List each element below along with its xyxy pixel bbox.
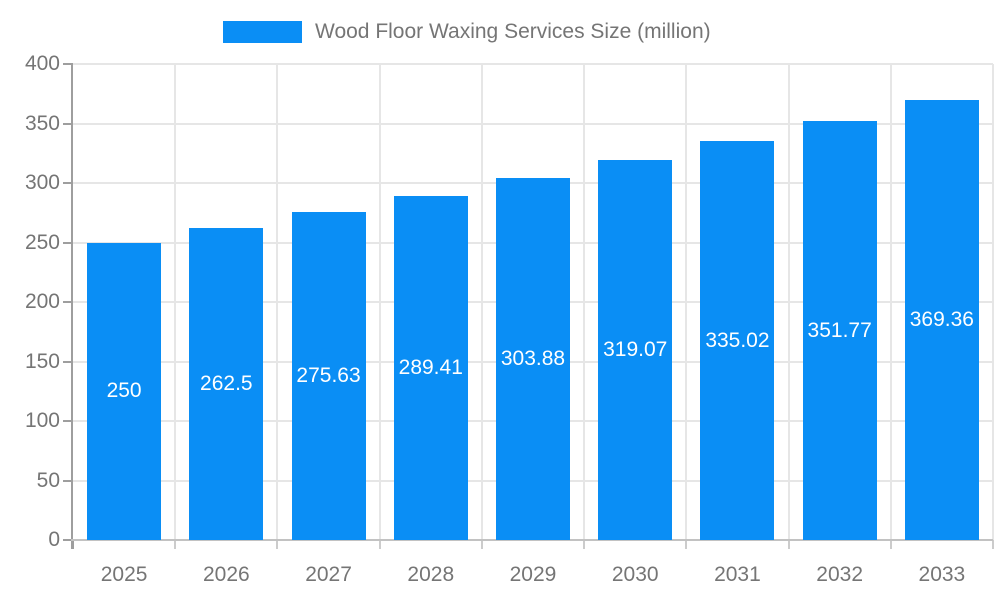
bar xyxy=(700,141,775,540)
bar-value-label: 275.63 xyxy=(296,364,361,387)
bar xyxy=(189,227,264,540)
y-tick-label: 100 xyxy=(24,409,60,432)
bar-value-label: 319.07 xyxy=(603,338,668,362)
bar-value-label: 335.02 xyxy=(705,328,770,352)
bar xyxy=(598,160,673,540)
h-gridline xyxy=(73,63,993,65)
x-tick-label: 2031 xyxy=(714,563,761,586)
x-tick-label: 2029 xyxy=(509,563,557,586)
y-tick-mark xyxy=(63,241,73,244)
x-tick-label: 2030 xyxy=(611,563,659,586)
bar xyxy=(393,195,468,540)
y-tick-mark xyxy=(63,301,73,303)
y-tick-label: 0 xyxy=(48,528,60,551)
x-tick-mark xyxy=(276,540,279,549)
y-tick-label: 150 xyxy=(24,349,60,373)
bar-value-label: 289.41 xyxy=(398,355,463,379)
h-gridline xyxy=(73,122,993,125)
y-axis-line xyxy=(71,64,73,549)
bar-value-label: 250 xyxy=(106,379,142,403)
y-tick-label: 400 xyxy=(24,52,60,75)
x-tick-mark xyxy=(992,540,994,549)
y-tick-label: 250 xyxy=(24,230,60,254)
x-tick-mark xyxy=(583,540,586,549)
bar-value-label: 262.5 xyxy=(200,371,253,395)
y-tick-mark xyxy=(63,122,73,125)
v-gridline xyxy=(583,64,586,540)
legend-label: Wood Floor Waxing Services Size (million… xyxy=(315,20,711,43)
bar-value-label: 303.88 xyxy=(500,347,566,371)
x-tick-label: 2027 xyxy=(305,563,352,586)
v-gridline xyxy=(685,64,688,540)
v-gridline xyxy=(480,64,483,540)
x-axis-line xyxy=(71,539,993,541)
x-tick-label: 2028 xyxy=(407,563,455,586)
y-tick-label: 350 xyxy=(24,111,60,135)
x-tick-label: 2033 xyxy=(918,563,966,586)
bar-value-label: 369.36 xyxy=(909,308,974,332)
v-gridline xyxy=(787,64,790,540)
bar-value-label: 351.77 xyxy=(807,318,872,342)
x-tick-label: 2026 xyxy=(202,563,250,586)
y-tick-label: 300 xyxy=(24,171,60,194)
x-tick-mark xyxy=(787,540,790,549)
v-gridline xyxy=(174,64,177,540)
v-gridline xyxy=(378,64,381,540)
v-gridline xyxy=(276,64,279,540)
x-tick-mark xyxy=(72,540,74,549)
y-tick-mark xyxy=(63,479,73,482)
x-tick-mark xyxy=(174,540,177,549)
legend-swatch xyxy=(223,21,302,43)
y-tick-mark xyxy=(63,63,73,65)
y-tick-mark xyxy=(63,420,73,422)
bar xyxy=(802,121,877,540)
y-tick-label: 50 xyxy=(36,468,60,492)
x-tick-label: 2032 xyxy=(816,563,864,586)
bar xyxy=(496,178,570,540)
x-tick-mark xyxy=(480,540,483,549)
v-gridline xyxy=(992,64,994,540)
y-tick-label: 200 xyxy=(24,290,60,313)
x-tick-mark xyxy=(685,540,688,549)
x-tick-label: 2025 xyxy=(100,563,148,586)
y-tick-mark xyxy=(63,360,73,363)
y-tick-mark xyxy=(63,539,73,541)
bar xyxy=(904,100,979,540)
bar xyxy=(291,212,366,540)
x-tick-mark xyxy=(378,540,381,549)
v-gridline xyxy=(889,64,892,540)
chart-legend: Wood Floor Waxing Services Size (million… xyxy=(223,18,711,46)
x-tick-mark xyxy=(889,540,892,549)
bar xyxy=(87,242,162,540)
y-tick-mark xyxy=(63,182,73,184)
